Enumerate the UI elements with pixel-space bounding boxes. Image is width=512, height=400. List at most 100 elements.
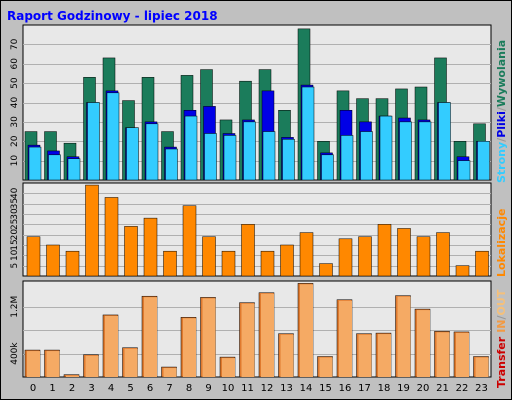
bar-transfer-out bbox=[163, 368, 177, 377]
x-axis-hour-labels: 0 1 2 3 4 5 6 7 8 9 10 11 12 13 14 15 16 17 18 19 20 21 22 23 bbox=[30, 383, 488, 394]
bar-strony bbox=[457, 160, 471, 181]
y-tick-label: 60 bbox=[10, 58, 20, 70]
legend-separator: / bbox=[495, 106, 508, 111]
bar-lokalizacje bbox=[143, 217, 158, 277]
bar-strony bbox=[438, 102, 451, 181]
x-tick-label: 3 bbox=[88, 383, 94, 394]
bar-lokalizacje bbox=[436, 232, 450, 277]
y-tick-label: 35 bbox=[10, 198, 20, 209]
bar-strony bbox=[282, 139, 295, 181]
x-tick-label: 12 bbox=[261, 383, 274, 394]
x-tick-label: 14 bbox=[300, 383, 313, 394]
x-tick-label: 13 bbox=[280, 383, 293, 394]
x-tick-label: 6 bbox=[147, 383, 153, 394]
bar-transfer-out bbox=[183, 318, 196, 377]
bar-strony bbox=[340, 135, 354, 181]
bar-transfer-out bbox=[358, 334, 372, 377]
y-tick-label: 5 bbox=[10, 263, 20, 269]
bar-lokalizacje bbox=[104, 197, 119, 277]
bar-lokalizacje bbox=[124, 226, 138, 277]
legend-transfer-group: Transfer IN/OUT bbox=[495, 289, 508, 388]
x-tick-label: 15 bbox=[319, 383, 332, 394]
y-tick-label: 10 bbox=[10, 249, 20, 261]
x-tick-label: 22 bbox=[456, 383, 469, 394]
x-tick-label: 1 bbox=[49, 383, 55, 394]
x-tick-label: 9 bbox=[205, 383, 211, 394]
plot-area bbox=[22, 182, 492, 277]
y-tick-label: 70 bbox=[10, 38, 20, 50]
bar-lokalizacje bbox=[202, 236, 216, 277]
legend-strony: Strony bbox=[495, 142, 508, 183]
bar-strony bbox=[67, 158, 81, 181]
bar-lokalizacje bbox=[455, 265, 470, 277]
bar-transfer-out bbox=[417, 310, 430, 377]
bar-transfer-out bbox=[436, 332, 450, 377]
bar-transfer-out bbox=[378, 334, 391, 377]
bar-lokalizacje bbox=[475, 250, 489, 277]
y-tick-label: 1.2M bbox=[10, 296, 20, 318]
bar-transfer-out bbox=[46, 351, 60, 377]
bar-lokalizacje bbox=[338, 238, 353, 277]
y-tick-label: 30 bbox=[10, 208, 20, 220]
x-tick-label: 8 bbox=[186, 383, 192, 394]
bar-strony bbox=[223, 135, 237, 181]
bar-strony bbox=[418, 121, 432, 181]
x-tick-label: 17 bbox=[358, 383, 371, 394]
bar-lokalizacje bbox=[280, 244, 294, 277]
bar-lokalizacje bbox=[26, 236, 41, 277]
bar-strony bbox=[28, 146, 42, 181]
legend-out: OUT bbox=[495, 289, 508, 315]
legend-separator: / bbox=[495, 137, 508, 142]
bar-strony bbox=[243, 121, 256, 181]
y-tick-label: 40 bbox=[10, 97, 20, 109]
legend-wywolania: Wywolania bbox=[495, 40, 508, 107]
chart-title: Raport Godzinowy - lipiec 2018 bbox=[7, 9, 218, 23]
bar-transfer-out bbox=[397, 296, 411, 377]
bar-transfer-out bbox=[105, 315, 118, 377]
y-tick-label: 400k bbox=[10, 342, 20, 365]
legend-pliki: Pliki bbox=[495, 111, 508, 138]
x-tick-label: 5 bbox=[127, 383, 133, 394]
bar-strony bbox=[48, 154, 61, 181]
bar-lokalizacje bbox=[182, 205, 197, 277]
bar-transfer-out bbox=[261, 293, 274, 377]
bar-lokalizacje bbox=[319, 263, 333, 277]
y-tick-label: 30 bbox=[10, 116, 20, 128]
legend-lokalizacje-group: Lokalizacje bbox=[495, 209, 508, 277]
bar-strony bbox=[379, 115, 393, 181]
x-tick-label: 2 bbox=[69, 383, 75, 394]
bar-transfer-out bbox=[85, 355, 99, 377]
legend-in: IN bbox=[495, 319, 508, 332]
bar-transfer-out bbox=[475, 357, 489, 377]
x-tick-label: 19 bbox=[397, 383, 410, 394]
bar-strony bbox=[165, 148, 178, 181]
bar-transfer-out bbox=[66, 375, 79, 377]
y-tick-label: 50 bbox=[10, 77, 20, 89]
y-tick-label: 15 bbox=[10, 239, 20, 250]
x-tick-label: 7 bbox=[166, 383, 172, 394]
bar-transfer-out bbox=[319, 357, 333, 377]
bar-strony bbox=[399, 121, 412, 181]
bar-transfer-out bbox=[27, 351, 40, 377]
bar-strony bbox=[360, 131, 373, 181]
bar-lokalizacje bbox=[299, 232, 314, 277]
bar-lokalizacje bbox=[397, 228, 411, 277]
bar-lokalizacje bbox=[377, 224, 392, 277]
bar-strony bbox=[184, 115, 198, 181]
plot-area bbox=[22, 24, 492, 181]
bar-strony bbox=[145, 123, 159, 181]
x-tick-label: 11 bbox=[241, 383, 254, 394]
legend-lokalizacje: Lokalizacje bbox=[495, 209, 508, 277]
bar-lokalizacje bbox=[163, 250, 177, 277]
bar-strony bbox=[301, 86, 315, 181]
bar-strony bbox=[126, 127, 139, 181]
bar-lokalizacje bbox=[416, 236, 431, 277]
bar-strony bbox=[87, 102, 100, 181]
bar-transfer-out bbox=[144, 297, 157, 377]
bar-lokalizacje bbox=[221, 250, 236, 277]
legend-wywolania-group: Strony/Pliki/Wywolania bbox=[495, 40, 508, 183]
x-tick-label: 23 bbox=[475, 383, 488, 394]
x-tick-label: 21 bbox=[436, 383, 449, 394]
